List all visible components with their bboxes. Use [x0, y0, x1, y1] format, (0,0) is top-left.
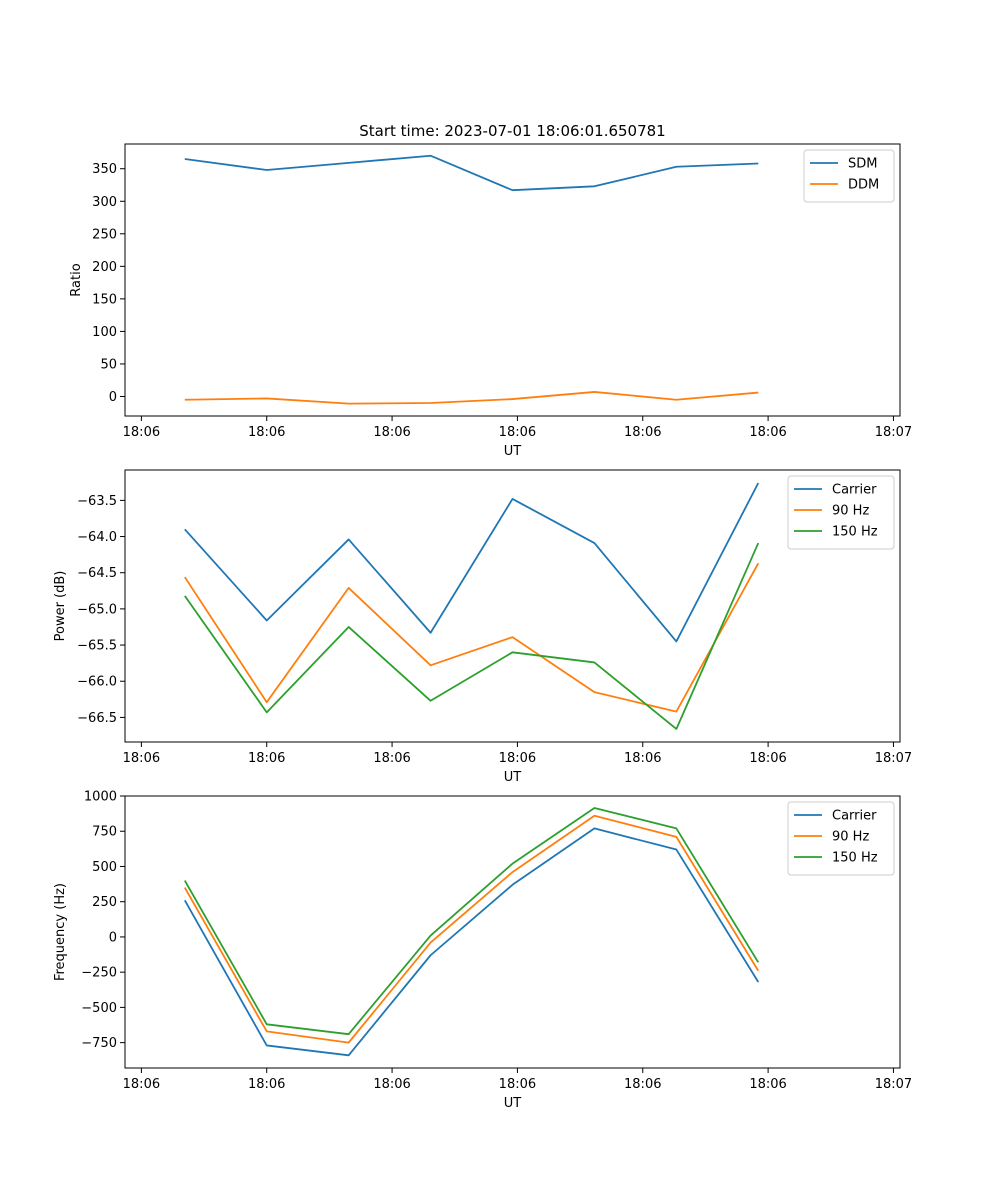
- y-tick-label: −64.5: [77, 566, 117, 581]
- y-axis-label: Power (dB): [53, 571, 68, 642]
- x-tick-label: 18:06: [499, 751, 536, 766]
- series-line-150-hz: [184, 542, 760, 730]
- legend: SDM DDM: [803, 149, 895, 203]
- x-tick-label: 18:06: [499, 425, 536, 440]
- plot-area-frame: [124, 143, 901, 417]
- x-tick-label: 18:06: [749, 425, 786, 440]
- chart-panel-1: Start time: 2023-07-01 18:06:01.650781 18…: [69, 122, 912, 459]
- y-tick-label: 100: [92, 325, 117, 340]
- y-axis-label: Frequency (Hz): [53, 883, 68, 981]
- legend-label: Carrier: [832, 809, 877, 824]
- legend-label: 90 Hz: [832, 504, 869, 519]
- y-tick-label: −500: [81, 1001, 117, 1016]
- y-tick-label: 750: [92, 825, 117, 840]
- legend-label: 150 Hz: [832, 851, 878, 866]
- y-tick-label: 1000: [84, 790, 117, 805]
- x-tick-label: 18:06: [248, 425, 285, 440]
- x-tick-label: 18:07: [875, 425, 912, 440]
- y-tick-label: 50: [100, 357, 117, 372]
- y-tick-label: −66.0: [77, 675, 117, 690]
- series-line-ddm: [184, 391, 759, 405]
- x-axis-label: UT: [504, 1096, 522, 1111]
- x-tick-label: 18:07: [875, 751, 912, 766]
- y-tick-label: −750: [81, 1036, 117, 1051]
- legend-label: DDM: [848, 178, 879, 193]
- x-tick-label: 18:06: [373, 425, 410, 440]
- x-axis-label: UT: [504, 770, 522, 785]
- y-tick-label: 250: [92, 895, 117, 910]
- x-tick-label: 18:06: [123, 425, 160, 440]
- series-line-90-hz: [184, 562, 760, 713]
- y-tick-label: 200: [92, 260, 117, 275]
- y-tick-label: 0: [109, 390, 117, 405]
- y-tick-label: −250: [81, 966, 117, 981]
- y-tick-label: 300: [92, 195, 117, 210]
- x-tick-label: 18:06: [248, 1077, 285, 1092]
- series-line-sdm: [184, 154, 759, 192]
- x-tick-label: 18:07: [875, 1077, 912, 1092]
- x-tick-label: 18:06: [373, 751, 410, 766]
- x-tick-label: 18:06: [749, 751, 786, 766]
- plot-area-frame: [124, 795, 901, 1069]
- y-tick-label: −65.0: [77, 602, 117, 617]
- legend-label: 150 Hz: [832, 525, 878, 540]
- y-axis-label: Ratio: [69, 263, 84, 296]
- y-tick-label: 500: [92, 860, 117, 875]
- legend-label: Carrier: [832, 483, 877, 498]
- x-tick-label: 18:06: [499, 1077, 536, 1092]
- series-line-90-hz: [184, 814, 760, 1044]
- chart-panel-3: 18:06 18:06 18:06 18:06 18:06 18:06 18:07 −750 −…: [53, 790, 912, 1112]
- y-tick-label: 350: [92, 162, 117, 177]
- legend: Carrier 90 Hz 150 Hz: [787, 475, 895, 550]
- legend: Carrier 90 Hz 150 Hz: [787, 801, 895, 876]
- legend-label: 90 Hz: [832, 830, 869, 845]
- x-tick-label: 18:06: [123, 1077, 160, 1092]
- y-tick-label: 150: [92, 292, 117, 307]
- x-tick-label: 18:06: [624, 425, 661, 440]
- series-line-carrier: [184, 482, 760, 643]
- y-tick-label: −65.5: [77, 639, 117, 654]
- x-tick-label: 18:06: [123, 751, 160, 766]
- x-tick-label: 18:06: [373, 1077, 410, 1092]
- plot-area-frame: [124, 469, 901, 743]
- series-line-150-hz: [184, 807, 760, 1036]
- y-tick-label: −64.0: [77, 530, 117, 545]
- x-tick-label: 18:06: [624, 1077, 661, 1092]
- chart-panel-2: 18:06 18:06 18:06 18:06 18:06 18:06 18:07 −66.5…: [53, 469, 912, 785]
- y-tick-label: 250: [92, 227, 117, 242]
- y-tick-label: −63.5: [77, 494, 117, 509]
- series-line-carrier: [184, 827, 760, 1057]
- y-tick-label: −66.5: [77, 711, 117, 726]
- y-tick-label: 0: [109, 930, 117, 945]
- x-axis-label: UT: [504, 444, 522, 459]
- x-tick-label: 18:06: [624, 751, 661, 766]
- x-tick-label: 18:06: [248, 751, 285, 766]
- legend-label: SDM: [848, 157, 877, 172]
- x-tick-label: 18:06: [749, 1077, 786, 1092]
- chart-title: Start time: 2023-07-01 18:06:01.650781: [359, 122, 665, 140]
